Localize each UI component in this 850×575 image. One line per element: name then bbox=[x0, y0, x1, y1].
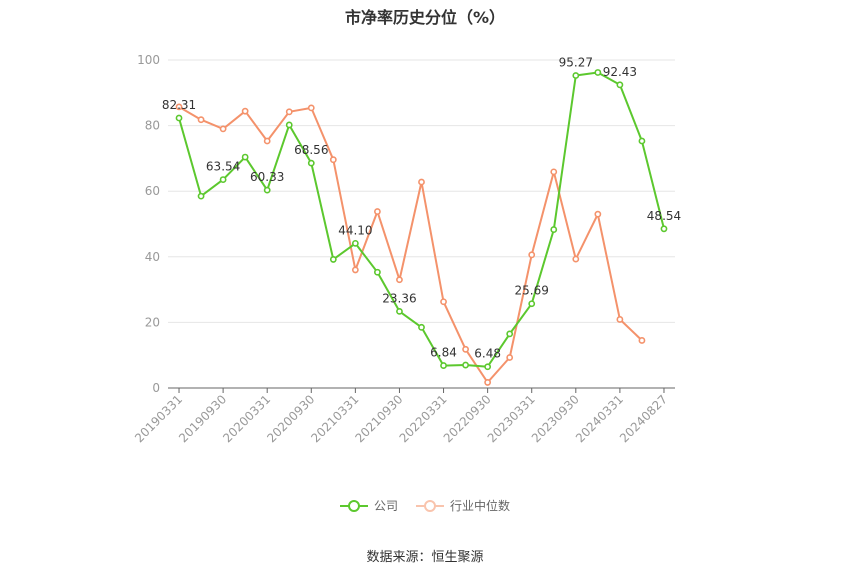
data-label: 44.10 bbox=[338, 223, 372, 237]
data-point-company bbox=[329, 256, 337, 263]
data-label: 6.48 bbox=[474, 347, 501, 361]
data-point-company bbox=[418, 323, 425, 331]
data-point-industry bbox=[307, 104, 315, 112]
data-point-company bbox=[197, 192, 205, 200]
data-point-industry bbox=[528, 251, 536, 259]
label-layer: 82.31 63.54 60.33 68.56 44.10 23.36 6.84 6.48 25… bbox=[162, 56, 681, 361]
data-point-industry bbox=[329, 156, 337, 164]
data-point-industry bbox=[175, 103, 183, 111]
y-tick-label: 0 bbox=[152, 381, 160, 395]
data-point-company bbox=[506, 330, 514, 338]
data-point-industry bbox=[351, 266, 359, 274]
data-point-company bbox=[528, 300, 536, 308]
data-point-company bbox=[396, 307, 403, 315]
data-point-company bbox=[550, 226, 558, 233]
data-label: 60.33 bbox=[250, 170, 284, 184]
data-label: 63.54 bbox=[206, 160, 240, 174]
axis-layer: 0204060801002019033120190930202003312020… bbox=[132, 53, 675, 445]
data-label: 68.56 bbox=[294, 143, 328, 157]
data-label: 92.43 bbox=[603, 65, 637, 79]
chart-canvas: 0204060801002019033120190930202003312020… bbox=[132, 53, 681, 445]
y-tick-label: 100 bbox=[137, 53, 160, 67]
data-label: 82.31 bbox=[162, 98, 196, 112]
grid-layer bbox=[168, 59, 675, 323]
data-point-company bbox=[462, 361, 469, 369]
data-point-industry bbox=[285, 108, 293, 116]
data-source: 数据来源：恒生聚源 bbox=[366, 550, 484, 565]
data-point-company bbox=[440, 362, 447, 369]
legend-industry-label: 行业中位数 bbox=[450, 499, 511, 513]
data-point-company bbox=[285, 121, 293, 129]
data-point-industry bbox=[241, 107, 249, 115]
data-point-industry bbox=[219, 125, 227, 133]
data-point-company bbox=[241, 153, 249, 161]
legend-company-marker-icon bbox=[339, 499, 368, 512]
data-point-industry bbox=[440, 298, 447, 306]
legend-item-company[interactable]: 公司 bbox=[339, 497, 398, 514]
data-point-company bbox=[175, 114, 183, 122]
data-point-company bbox=[572, 72, 580, 79]
data-point-industry bbox=[550, 168, 558, 176]
data-label: 48.54 bbox=[647, 209, 681, 223]
chart-title: 市净率历史分位（%） bbox=[344, 8, 506, 27]
series-line-industry bbox=[178, 106, 643, 384]
data-point-company bbox=[374, 268, 381, 276]
data-point-industry bbox=[263, 137, 271, 145]
y-tick-label: 40 bbox=[145, 250, 160, 264]
data-point-industry bbox=[616, 316, 624, 323]
data-label: 6.84 bbox=[430, 346, 457, 360]
data-label: 25.69 bbox=[515, 284, 549, 298]
data-point-company bbox=[660, 225, 668, 233]
data-point-industry bbox=[572, 255, 580, 263]
data-point-industry bbox=[506, 354, 514, 361]
data-point-company bbox=[351, 239, 359, 247]
data-point-industry bbox=[594, 210, 602, 218]
data-point-industry bbox=[462, 345, 469, 353]
data-point-industry bbox=[374, 208, 381, 215]
legend: 公司 行业中位数 bbox=[0, 497, 850, 514]
legend-industry-marker-icon bbox=[416, 499, 444, 512]
y-tick-label: 20 bbox=[145, 315, 160, 329]
data-point-company bbox=[616, 81, 624, 89]
y-tick-label: 60 bbox=[145, 184, 160, 198]
data-point-company bbox=[219, 176, 227, 183]
data-label: 23.36 bbox=[382, 291, 416, 305]
data-point-industry bbox=[484, 379, 492, 386]
data-point-industry bbox=[638, 337, 646, 344]
data-point-industry bbox=[396, 276, 403, 284]
data-label: 95.27 bbox=[559, 56, 593, 70]
legend-company-label: 公司 bbox=[373, 499, 398, 513]
data-point-industry bbox=[197, 116, 205, 124]
y-tick-label: 80 bbox=[145, 119, 160, 133]
data-point-company bbox=[484, 363, 492, 371]
data-point-company bbox=[638, 137, 646, 145]
legend-item-industry[interactable]: 行业中位数 bbox=[416, 497, 510, 514]
series-layer bbox=[175, 69, 668, 386]
data-point-industry bbox=[418, 178, 425, 186]
data-point-company bbox=[594, 69, 602, 76]
x-tick-label: 20240827 bbox=[617, 392, 670, 445]
data-point-company bbox=[307, 159, 315, 167]
data-point-company bbox=[263, 186, 271, 194]
